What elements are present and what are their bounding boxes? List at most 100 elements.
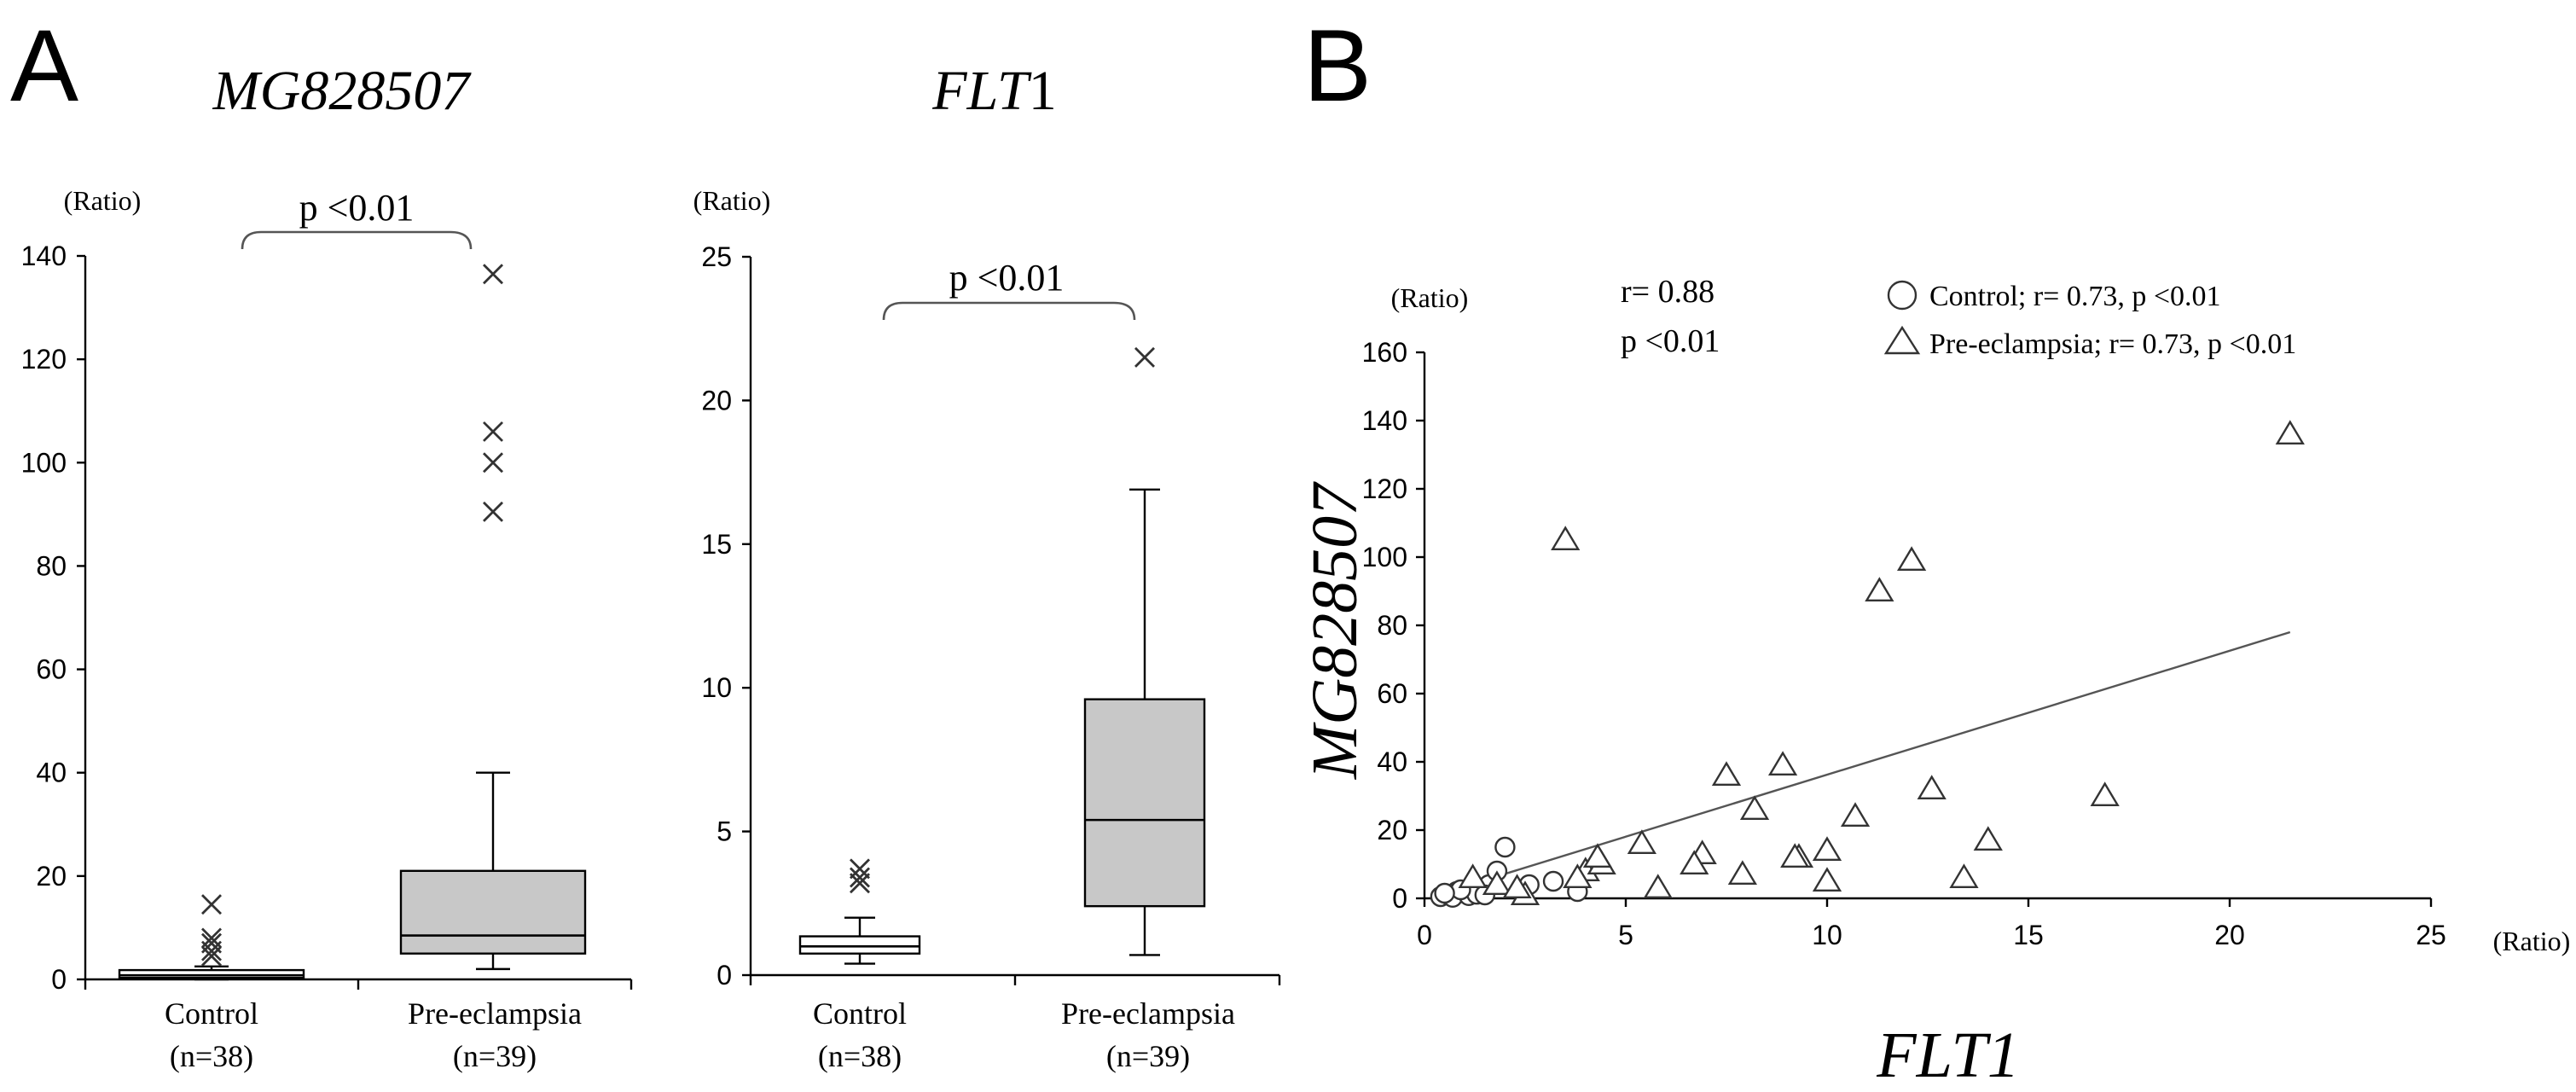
chart1-box-0 [118, 968, 305, 979]
chart1-cat-n-1: (n=39) [453, 1039, 537, 1073]
chart2-y-tick-label-3: 15 [701, 529, 732, 560]
scatter-point-control-8 [1494, 836, 1516, 858]
scatter-point-preeclampsia-9 [1840, 802, 1871, 827]
scatter-x-tick-label-0: 0 [1417, 920, 1432, 950]
scatter-point-preeclampsia-22 [1563, 863, 1593, 889]
scatter-point-preeclampsia-11 [1627, 829, 1656, 854]
chart2-y-tick-label-2: 10 [701, 672, 732, 703]
scatter-y-title: MG828507 [1299, 481, 1371, 780]
chart1-significance-bracket [241, 230, 473, 250]
scatter-point-preeclampsia-16 [1812, 867, 1842, 892]
scatter-point-preeclampsia-23 [1582, 843, 1613, 868]
scatter-point-preeclampsia-2 [1897, 546, 1927, 571]
scatter-point-preeclampsia-8 [1739, 795, 1770, 820]
scatter-y-unit: (Ratio) [1391, 282, 1469, 313]
legend-circle-icon [1887, 280, 1917, 311]
chart1-outlier-1-1 [483, 452, 503, 473]
scatter-y-tick-label-5: 100 [1362, 542, 1407, 572]
scatter-y-tick-label-1: 20 [1377, 815, 1407, 845]
scatter-point-preeclampsia-5 [1711, 761, 1742, 786]
scatter-point-preeclampsia-3 [1865, 577, 1894, 601]
panel-label-a: A [10, 9, 78, 123]
chart1-outlier-0-3 [201, 927, 222, 949]
legend-triangle-icon [1883, 325, 1921, 355]
chart1-y-tick-label-7: 140 [21, 241, 67, 271]
scatter-point-preeclampsia-1 [1551, 526, 1581, 550]
chart2-outlier-0-2 [850, 858, 870, 880]
chart2-title-italic: FLT [931, 60, 1032, 122]
chart1-cat-label-1: Pre-eclampsia [408, 996, 582, 1031]
scatter-point-preeclampsia-0 [2275, 420, 2305, 444]
chart2-y-tick-label-1: 5 [717, 816, 732, 847]
chart2-box-0 [798, 935, 921, 955]
chart2-significance-label: p <0.01 [949, 257, 1065, 299]
scatter-x-tick-label-3: 15 [2013, 920, 2044, 950]
scatter-point-preeclampsia-6 [1917, 775, 1947, 799]
chart1-outlier-1-3 [483, 264, 503, 285]
chart1-outlier-0-4 [201, 894, 222, 915]
chart1-outlier-1-2 [483, 421, 503, 442]
chart1-y-tick-label-5: 100 [21, 447, 67, 478]
scatter-y-tick-label-2: 40 [1377, 746, 1407, 777]
scatter-x-title: FLT1 [1876, 1019, 2019, 1091]
chart2-y-tick-label-0: 0 [717, 960, 732, 990]
scatter-y-tick-label-6: 120 [1362, 473, 1407, 504]
scatter-legend: Control; r= 0.73, p <0.01 Pre-eclampsia;… [1883, 280, 2296, 360]
scatter-point-preeclampsia-10 [1973, 826, 2003, 851]
scatter-point-preeclampsia-26 [1458, 863, 1488, 889]
scatter-stat-r: r= 0.88 [1621, 274, 1714, 310]
chart1-box-1 [399, 869, 587, 955]
chart2-title-plain: 1 [1029, 60, 1057, 122]
scatter-point-control-13 [1542, 870, 1564, 892]
panel-label-b: B [1303, 9, 1372, 123]
chart2-y-tick-label-5: 25 [701, 241, 732, 272]
chart1-significance-label: p <0.01 [299, 187, 415, 229]
chart1-cat-n-0: (n=38) [170, 1039, 253, 1073]
scatter-point-preeclampsia-24 [1680, 850, 1709, 874]
chart1-cat-label-0: Control [165, 996, 258, 1031]
scatter-point-preeclampsia-27 [1482, 870, 1512, 896]
scatter-x-tick-label-1: 5 [1618, 920, 1633, 950]
legend-preeclampsia-label: Pre-eclampsia; r= 0.73, p <0.01 [1929, 328, 2296, 360]
chart1-y-unit: (Ratio) [64, 185, 142, 216]
chart1-y-tick-label-1: 20 [36, 861, 67, 892]
scatter-y-tick-label-4: 80 [1377, 610, 1407, 641]
chart2-outlier-0-0 [850, 873, 870, 894]
legend-control-label: Control; r= 0.73, p <0.01 [1929, 281, 2221, 312]
chart2-outlier-0-1 [850, 867, 870, 888]
scatter-point-control-17 [1434, 882, 1455, 904]
chart2-y-unit: (Ratio) [693, 185, 771, 216]
chart2-box-1 [1083, 698, 1206, 908]
chart2-cat-label-1: Pre-eclampsia [1061, 996, 1235, 1031]
chart1-y-tick-label-4: 80 [36, 550, 67, 581]
box-chart-flt1: FLT1 (Ratio) p <0.01 Control (n=38) Pre-… [693, 60, 1281, 1073]
chart2-cat-n-1: (n=39) [1106, 1039, 1190, 1073]
chart1-y-tick-label-6: 120 [21, 344, 67, 375]
chart2-outlier-1-0 [1134, 346, 1155, 368]
scatter-point-preeclampsia-17 [1727, 860, 1757, 886]
scatter-point-preeclampsia-18 [1643, 874, 1673, 899]
scatter-y-tick-label-0: 0 [1392, 883, 1407, 914]
box-chart-mg828507: MG828507 (Ratio) p <0.01 Control (n=38) … [21, 60, 633, 1073]
chart1-y-tick-label-2: 40 [36, 758, 67, 788]
chart1-y-tick-label-0: 0 [51, 964, 67, 995]
chart2-y-tick-label-4: 20 [701, 385, 732, 415]
scatter-y-tick-label-7: 140 [1362, 405, 1407, 436]
chart1-y-tick-label-3: 60 [36, 654, 67, 685]
chart1-outlier-0-2 [201, 932, 222, 954]
scatter-point-preeclampsia-4 [1767, 751, 1798, 775]
scatter-fit-line [1436, 630, 2291, 897]
chart1-outlier-1-0 [483, 501, 503, 522]
scatter-stat-p: p <0.01 [1621, 323, 1720, 359]
scatter-point-preeclampsia-28 [1502, 874, 1532, 899]
scatter-y-tick-label-8: 160 [1362, 337, 1407, 368]
scatter-chart: (Ratio) (Ratio) FLT1 MG828507 r= 0.88 p … [1299, 274, 2570, 1091]
chart2-cat-n-0: (n=38) [818, 1039, 902, 1073]
scatter-x-unit: (Ratio) [2493, 926, 2571, 956]
scatter-point-preeclampsia-7 [2090, 781, 2120, 806]
scatter-point-preeclampsia-14 [1812, 836, 1842, 861]
chart1-title: MG828507 [212, 60, 473, 122]
scatter-y-tick-label-3: 60 [1377, 678, 1407, 709]
scatter-point-preeclampsia-25 [1780, 843, 1810, 868]
